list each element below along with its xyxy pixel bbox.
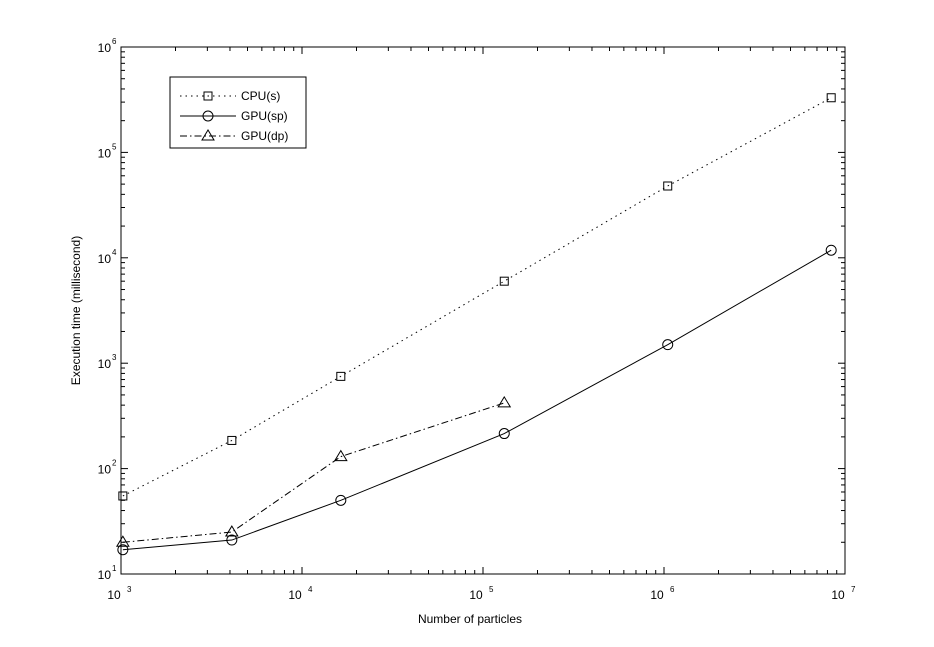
x-tick-label: 10 5 xyxy=(469,585,494,602)
y-tick-label: 10 3 xyxy=(98,353,117,371)
series-cpu-s xyxy=(118,93,836,501)
legend: CPU(s) GPU(sp) GPU(dp) xyxy=(169,76,307,149)
legend-marker xyxy=(201,129,215,141)
x-tick-label: 10 7 xyxy=(831,585,856,602)
y-tick-exponent: 5 xyxy=(112,142,117,151)
x-tick-base: 10 xyxy=(650,588,664,602)
legend-label: CPU(s) xyxy=(241,89,280,103)
y-tick-base: 10 xyxy=(98,463,112,477)
data-point-gpu-sp xyxy=(825,244,837,256)
y-tick-exponent: 6 xyxy=(112,37,117,46)
data-point-cpu-s xyxy=(826,93,836,103)
legend-items: CPU(s) GPU(sp) GPU(dp) xyxy=(180,89,288,143)
data-point-gpu-dp xyxy=(224,525,239,537)
data-point-cpu-s xyxy=(663,181,673,191)
legend-item-cpu-s: CPU(s) xyxy=(180,89,280,103)
x-tick-label: 10 4 xyxy=(288,585,313,602)
data-point-cpu-s xyxy=(499,276,509,286)
legend-label: GPU(dp) xyxy=(241,129,288,143)
y-tick-base: 10 xyxy=(98,146,112,160)
y-tick-label: 10 2 xyxy=(98,459,117,477)
y-tick-base: 10 xyxy=(98,41,112,55)
x-tick-base: 10 xyxy=(831,588,845,602)
x-tick-exponent: 5 xyxy=(489,585,494,594)
x-tick-exponent: 6 xyxy=(670,585,675,594)
series-layer xyxy=(115,93,837,556)
data-point-gpu-dp xyxy=(115,535,130,547)
x-tick-exponent: 3 xyxy=(127,585,132,594)
x-tick-label: 10 6 xyxy=(650,585,675,602)
legend-item-gpu-dp: GPU(dp) xyxy=(180,129,288,143)
x-tick-base: 10 xyxy=(469,588,483,602)
data-point-gpu-sp xyxy=(335,494,347,506)
data-point-gpu-sp xyxy=(117,544,129,556)
series-line-gpu-dp xyxy=(122,402,505,543)
data-point-cpu-s xyxy=(227,435,237,445)
x-tick-base: 10 xyxy=(107,588,121,602)
x-tick-base: 10 xyxy=(288,588,302,602)
legend-label: GPU(sp) xyxy=(241,109,288,123)
legend-marker xyxy=(203,91,213,101)
series-gpu-dp xyxy=(115,395,512,547)
y-tick-base: 10 xyxy=(98,357,112,371)
data-point-gpu-dp xyxy=(497,395,512,408)
data-point-cpu-s xyxy=(118,491,128,501)
y-tick-label: 10 5 xyxy=(98,142,117,160)
x-tick-label: 10 3 xyxy=(107,585,132,602)
y-tick-base: 10 xyxy=(98,252,112,266)
y-axis-label: Execution time (millisecond) xyxy=(69,236,83,385)
data-point-cpu-s xyxy=(336,371,346,381)
legend-marker xyxy=(202,110,214,122)
series-line-gpu-sp xyxy=(122,249,832,551)
x-axis-label: Number of particles xyxy=(418,612,522,626)
y-tick-label: 10 1 xyxy=(98,564,117,582)
legend-box xyxy=(169,76,307,149)
y-tick-exponent: 3 xyxy=(112,353,117,362)
y-tick-label: 10 4 xyxy=(98,248,117,266)
y-tick-exponent: 2 xyxy=(112,459,117,468)
data-point-gpu-sp xyxy=(226,534,238,546)
x-axis-ticks: 10 3 10 4 10 5 10 6 10 7 xyxy=(107,47,856,602)
legend-item-gpu-sp: GPU(sp) xyxy=(180,109,288,123)
x-tick-exponent: 4 xyxy=(308,585,313,594)
y-tick-exponent: 1 xyxy=(112,564,117,573)
data-point-gpu-sp xyxy=(662,339,674,351)
data-point-gpu-sp xyxy=(498,428,510,440)
y-tick-exponent: 4 xyxy=(112,248,117,257)
y-tick-base: 10 xyxy=(98,568,112,582)
x-tick-exponent: 7 xyxy=(851,585,856,594)
data-point-gpu-dp xyxy=(333,449,348,462)
y-tick-label: 10 6 xyxy=(98,37,117,55)
series-gpu-sp xyxy=(117,244,837,556)
